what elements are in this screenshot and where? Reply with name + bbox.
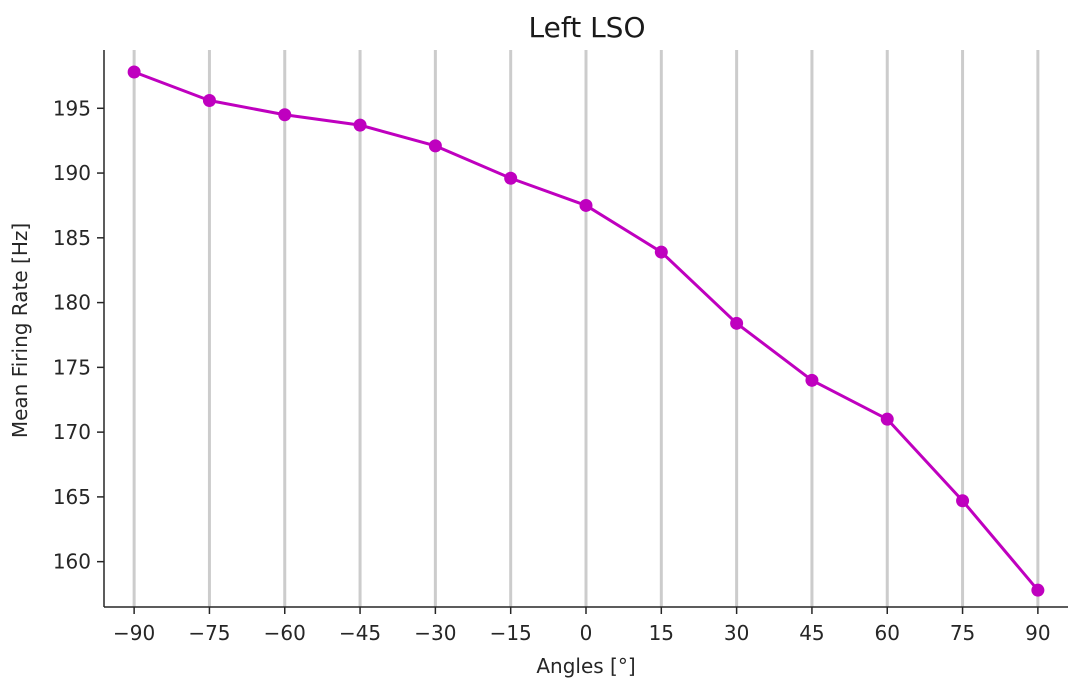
x-tick-label: −45 bbox=[339, 621, 381, 645]
x-ticks: −90 −75 −60 −45 −30 −15 0 15 30 45 60 75 90 bbox=[113, 607, 1051, 645]
y-axis-label: Mean Firing Rate [Hz] bbox=[8, 223, 32, 438]
x-tick-label: 75 bbox=[950, 621, 975, 645]
x-tick-label: 90 bbox=[1025, 621, 1050, 645]
y-ticks: 160 165 170 175 180 185 190 195 bbox=[53, 96, 104, 574]
x-tick-label: −60 bbox=[264, 621, 306, 645]
data-series bbox=[127, 65, 1045, 597]
x-tick-label: 60 bbox=[875, 621, 900, 645]
data-point bbox=[504, 171, 518, 185]
data-point bbox=[278, 108, 292, 122]
y-tick-label: 185 bbox=[53, 226, 91, 250]
y-tick-label: 175 bbox=[53, 355, 91, 379]
data-point bbox=[956, 494, 970, 508]
data-point bbox=[127, 65, 141, 79]
y-tick-label: 165 bbox=[53, 485, 91, 509]
x-tick-label: −15 bbox=[490, 621, 532, 645]
x-tick-label: 0 bbox=[580, 621, 593, 645]
data-point bbox=[353, 118, 367, 132]
x-axis-label: Angles [°] bbox=[536, 654, 635, 678]
data-point bbox=[428, 139, 442, 153]
y-tick-label: 170 bbox=[53, 420, 91, 444]
data-point bbox=[1031, 583, 1045, 597]
x-tick-label: 45 bbox=[799, 621, 824, 645]
data-point bbox=[579, 198, 593, 212]
y-tick-label: 160 bbox=[53, 550, 91, 574]
data-point bbox=[202, 94, 216, 108]
x-tick-label: −75 bbox=[188, 621, 230, 645]
y-tick-label: 195 bbox=[53, 96, 91, 120]
y-tick-label: 190 bbox=[53, 161, 91, 185]
x-tick-label: −30 bbox=[414, 621, 456, 645]
x-tick-label: −90 bbox=[113, 621, 155, 645]
data-point bbox=[730, 316, 744, 330]
data-point bbox=[805, 373, 819, 387]
chart-title: Left LSO bbox=[529, 11, 646, 44]
x-tick-label: 30 bbox=[724, 621, 749, 645]
x-tick-label: 15 bbox=[649, 621, 674, 645]
y-tick-label: 180 bbox=[53, 291, 91, 315]
data-point bbox=[654, 245, 668, 259]
grid-lines bbox=[132, 50, 1040, 607]
data-point bbox=[880, 412, 894, 426]
